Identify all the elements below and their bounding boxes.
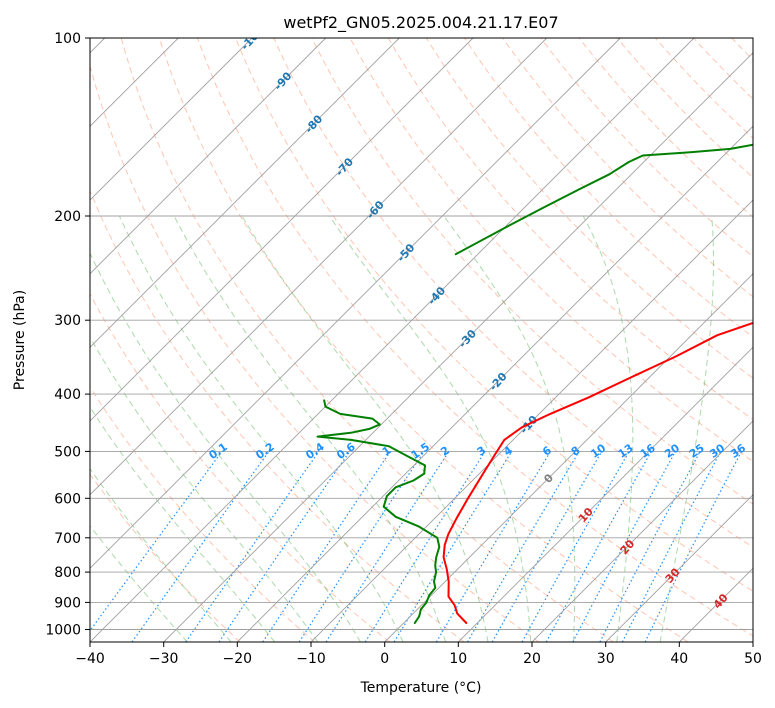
dewpoint-upper-profile-line — [454, 143, 753, 256]
isotherm-line — [90, 38, 548, 496]
mixing-ratio-line — [90, 451, 223, 632]
x-tick-label: 50 — [744, 651, 762, 667]
x-tick-label: −40 — [75, 651, 105, 667]
y-tick-label: 300 — [54, 313, 81, 329]
moist-adiabat-line — [90, 406, 276, 642]
y-tick-label: 700 — [54, 531, 81, 547]
moist-adiabat-line — [173, 215, 447, 642]
moist-adiabat-line — [443, 215, 576, 642]
y-tick-label: 100 — [54, 31, 81, 47]
dry-adiabat-line — [425, 38, 753, 379]
isotherm-line — [90, 38, 695, 642]
mixing-ratio-line — [262, 451, 391, 642]
isotherm-line — [236, 125, 753, 642]
x-tick-label: 20 — [523, 651, 541, 667]
dry-adiabat-line — [387, 38, 753, 421]
plot-area: -100-90-80-70-60-50-40-30-20-10010203040… — [90, 38, 753, 642]
dry-adiabat-line — [235, 38, 753, 592]
y-tick-label: 500 — [54, 444, 81, 460]
moist-adiabat-line — [90, 468, 232, 642]
isotherm-line — [457, 346, 753, 642]
dry-adiabat-line — [197, 38, 753, 637]
y-tick-label: 800 — [54, 565, 81, 581]
dry-adiabat-line — [311, 38, 753, 505]
x-tick-label: −20 — [223, 651, 253, 667]
dry-adiabats — [90, 38, 753, 642]
moist-adiabat-line — [118, 215, 404, 642]
moist-adiabat-line — [90, 252, 362, 642]
y-tick-label: 900 — [54, 595, 81, 611]
dry-adiabat-line — [90, 385, 316, 642]
y-tick-label: 600 — [54, 491, 81, 507]
x-axis-label: Temperature (°C) — [360, 680, 482, 696]
y-axis: 100 200 300 400 500 600 700 800 900 1000 — [45, 31, 90, 639]
y-tick-label: 200 — [54, 209, 81, 225]
isotherm-grid — [90, 38, 753, 642]
mixing-ratio-line — [393, 451, 513, 642]
plot-frame — [89, 37, 754, 643]
isotherm-line — [90, 38, 474, 422]
x-tick-label: −30 — [149, 651, 179, 667]
dry-adiabat-line — [90, 473, 241, 642]
x-tick-label: 40 — [670, 651, 688, 667]
y-tick-label: 1000 — [45, 623, 81, 639]
moist-adiabat-line — [582, 215, 634, 642]
chart-title: wetPf2_GN05.2025.004.21.17.E07 — [283, 13, 558, 33]
mixing-ratio-line — [572, 451, 677, 642]
dry-adiabat-line — [616, 38, 753, 179]
isotherm-line — [384, 273, 753, 642]
dry-adiabat-line — [273, 38, 753, 548]
mixing-ratio-line — [185, 451, 320, 642]
isotherm-line — [90, 38, 400, 348]
dewpoint-profile-line — [316, 399, 441, 624]
x-tick-label: 0 — [380, 651, 389, 667]
isotherm-line — [90, 38, 621, 569]
x-tick-label: 10 — [449, 651, 467, 667]
mixing-ratio-line — [644, 451, 743, 642]
isotherm-line — [163, 52, 753, 642]
sounding-series — [316, 143, 753, 624]
moist-adiabat-line — [90, 336, 319, 642]
moist-adiabat-line — [659, 215, 714, 642]
x-axis: −40 −30 −20 −10 0 10 20 30 40 50 — [75, 642, 762, 667]
dry-adiabat-line — [90, 292, 390, 642]
mixing-ratio-line — [298, 451, 425, 642]
isotherm-line — [90, 38, 327, 275]
temperature-profile-line — [442, 321, 753, 624]
isotherm-line — [310, 199, 753, 642]
dry-adiabat-line — [502, 38, 753, 298]
mixing-ratio-line — [521, 451, 630, 642]
dry-adiabat-line — [158, 38, 689, 642]
dry-adiabat-line — [90, 189, 465, 642]
isotherm-line — [531, 420, 753, 642]
pressure-grid — [90, 38, 753, 630]
isotherm-line — [90, 38, 253, 201]
mixing-ratio-line — [325, 451, 450, 642]
dry-adiabat-line — [90, 64, 540, 642]
mixing-ratio-line — [218, 451, 351, 642]
isotherm-line — [605, 494, 753, 642]
y-axis-label: Pressure (hPa) — [12, 290, 28, 390]
mixing-ratio-line — [621, 451, 722, 642]
x-tick-label: −10 — [296, 651, 326, 667]
y-tick-label: 400 — [54, 387, 81, 403]
moist-adiabat-line — [329, 215, 532, 642]
mixing-ratio-line — [545, 451, 652, 642]
dry-adiabat-line — [120, 38, 614, 642]
x-tick-label: 30 — [597, 651, 615, 667]
